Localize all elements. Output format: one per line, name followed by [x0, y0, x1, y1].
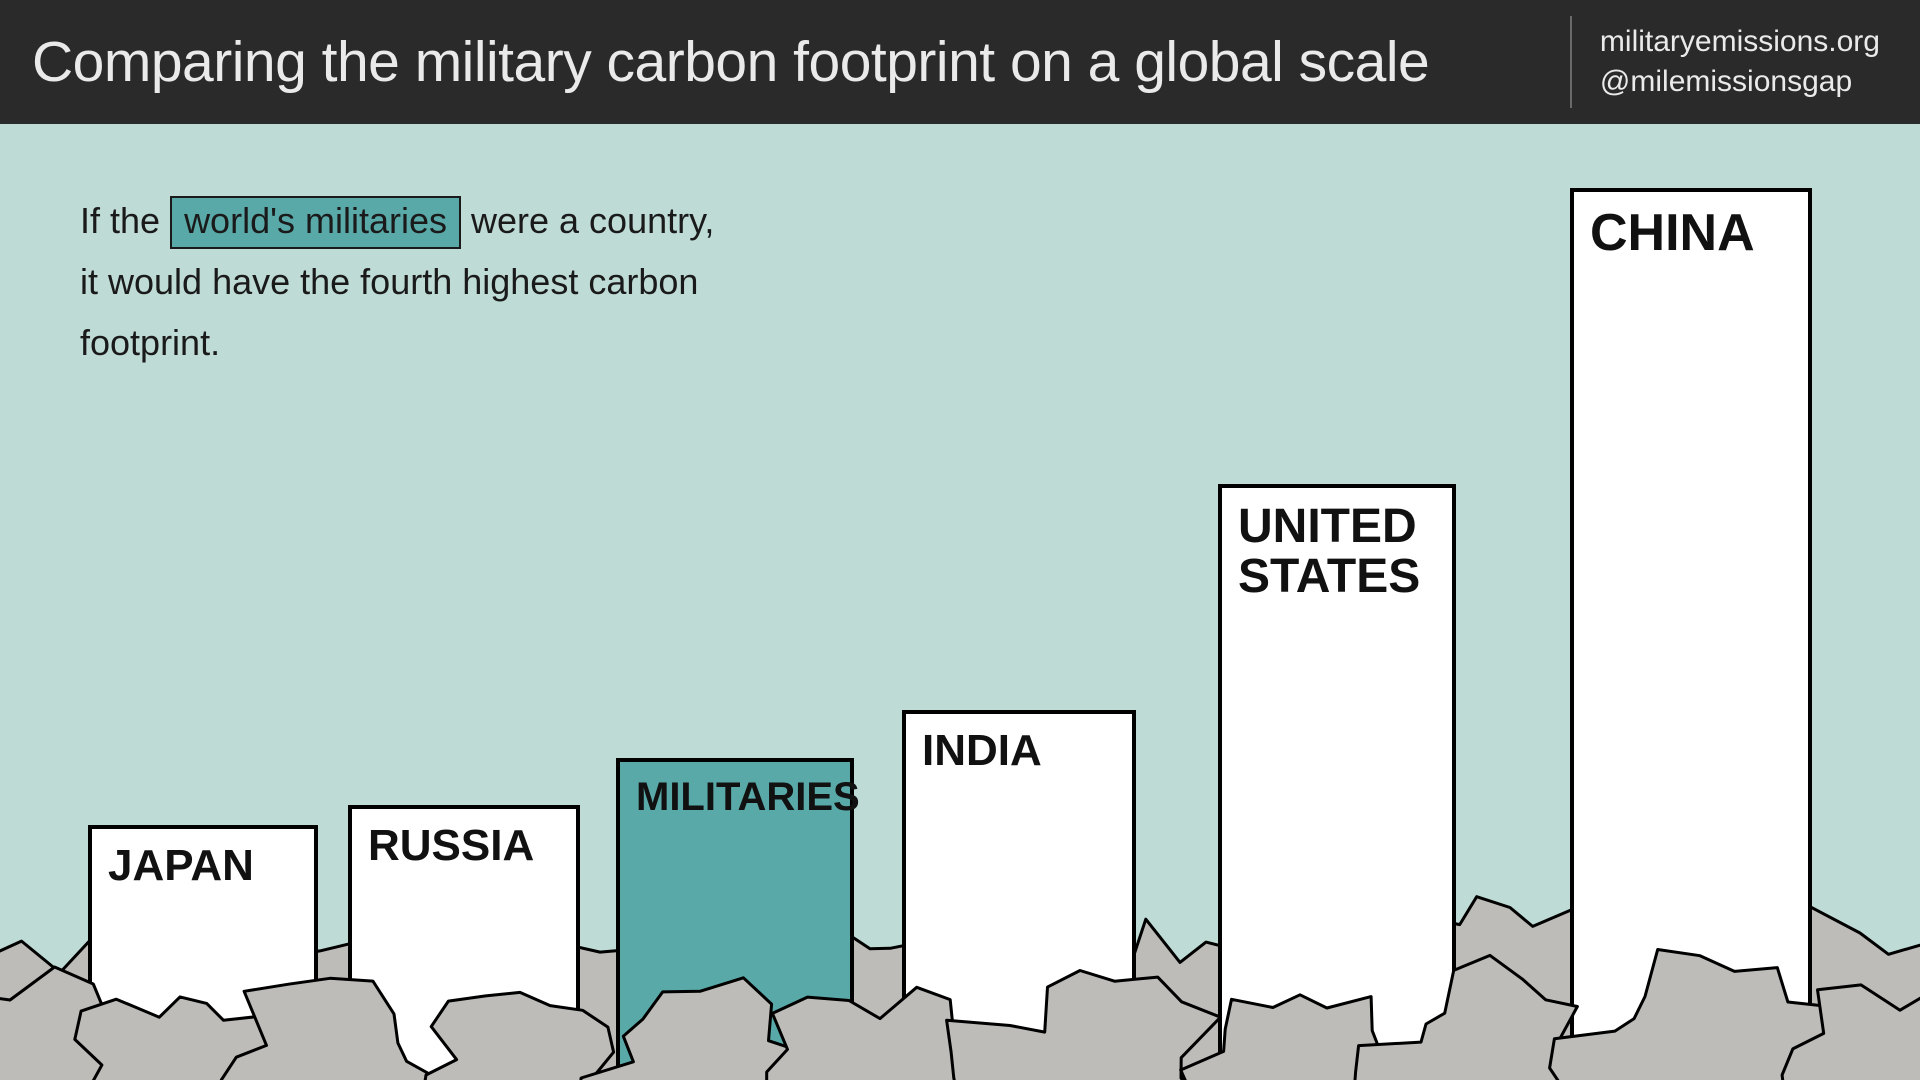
- bar-militaries: MILITARIES: [616, 758, 854, 1080]
- header-bar: Comparing the military carbon footprint …: [0, 0, 1920, 124]
- twitter-handle: @milemissionsgap: [1600, 65, 1880, 99]
- bar-russia: RUSSIA: [348, 805, 580, 1080]
- bar-label: RUSSIA: [368, 823, 560, 869]
- bar-india: INDIA: [902, 710, 1136, 1080]
- bar-chart: JAPAN RUSSIA MILITARIES INDIA UNITED STATES C…: [0, 124, 1920, 1080]
- bar-label: UNITED STATES: [1238, 502, 1436, 603]
- site-link: militaryemissions.org: [1600, 25, 1880, 59]
- bar-label: INDIA: [922, 728, 1116, 774]
- infographic-canvas: Comparing the military carbon footprint …: [0, 0, 1920, 1080]
- header-attribution: militaryemissions.org @milemissionsgap: [1570, 16, 1880, 108]
- bar-label: JAPAN: [108, 843, 298, 889]
- bar-japan: JAPAN: [88, 825, 318, 1080]
- bar-label: MILITARIES: [636, 776, 834, 818]
- page-title: Comparing the military carbon footprint …: [32, 29, 1429, 95]
- bar-united-states: UNITED STATES: [1218, 484, 1456, 1080]
- bar-china: CHINA: [1570, 188, 1812, 1080]
- bar-label: CHINA: [1590, 206, 1792, 261]
